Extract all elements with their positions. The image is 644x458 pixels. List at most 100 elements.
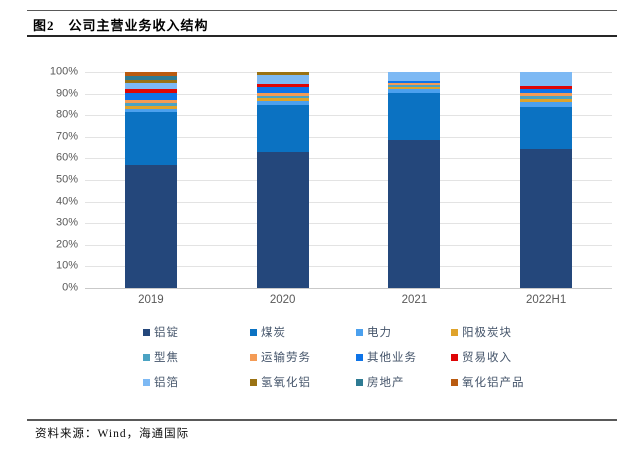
gridline [85,72,612,73]
segment-阳极炭块 [520,99,573,103]
plot-area [85,72,612,289]
segment-其他业务 [520,89,573,93]
y-axis: 100% 90% 80% 70% 60% 50% 40% 30% 20% 10% 0% [0,66,78,293]
legend-label: 铝锭 [154,327,179,339]
segment-铝箔 [520,72,573,87]
legend-item-铝锭: 铝锭 [143,324,250,340]
legend-item-铝箔: 铝箔 [143,374,250,390]
segment-氧化铝产品 [124,72,177,77]
legend-label: 贸易收入 [462,352,512,364]
segment-阳极炭块 [124,105,177,109]
y-tick-label: 30% [55,216,78,229]
stacked-bar-2021 [388,72,441,288]
figure-label: 图2 [33,18,55,33]
segment-型焦 [256,95,309,98]
segment-电力 [124,108,177,112]
y-tick-label: 70% [55,130,78,143]
x-tick-label-2022H1: 2022H1 [525,294,567,306]
segment-贸易收入 [520,86,573,90]
gridline [85,223,612,225]
segment-电力 [256,101,309,106]
bar-column-2021 [349,72,481,288]
segment-运输劳务 [520,92,573,96]
legend-label: 运输劳务 [261,352,311,364]
segment-运输劳务 [388,82,441,85]
x-tick-label-2020: 2020 [269,294,296,306]
source-note: 资料来源：Wind，海通国际 [35,428,190,440]
gridline [85,266,612,268]
legend-label: 型焦 [154,352,179,364]
segment-铝箔 [124,82,177,90]
segment-铝箔 [256,75,309,84]
y-tick-label: 100% [49,65,78,78]
y-tick-label: 80% [55,108,78,121]
x-axis: 2019 2020 2021 2022H1 [85,294,612,306]
gridline [85,180,612,181]
segment-其他业务 [256,87,309,93]
x-axis-line [85,288,612,289]
segment-氢氧化铝 [124,79,177,83]
segment-型焦 [388,84,441,88]
gridline [85,93,612,95]
figure-title-text: 公司主营业务收入结构 [68,18,209,33]
legend-label: 房地产 [367,377,405,389]
top-rule [27,10,617,11]
segment-贸易收入 [124,89,177,93]
y-tick-label: 20% [55,238,78,251]
segment-阳极炭块 [388,87,441,90]
segment-铝锭 [124,164,177,288]
x-tick-label-2019: 2019 [138,294,164,306]
segment-运输劳务 [124,100,177,104]
segment-房地产 [124,76,177,80]
legend-label: 其他业务 [367,352,417,364]
segment-阳极炭块 [256,97,309,102]
y-tick-label: 10% [55,259,78,272]
segment-电力 [388,89,441,93]
legend-label: 氢氧化铝 [261,377,311,389]
stacked-bar-chart: 100% 90% 80% 70% 60% 50% 40% 30% 20% 10% 0% [0,66,644,293]
segment-铝锭 [520,148,573,288]
bar-column-2022H1 [480,72,612,288]
gridline [85,201,612,203]
segment-电力 [520,102,573,107]
legend-item-煤炭: 煤炭 [250,324,356,340]
segment-煤炭 [520,106,573,149]
legend-swatch-icon [143,378,150,386]
footer-rule [27,419,617,421]
segment-铝锭 [256,151,309,288]
y-tick-label: 60% [55,151,78,164]
segment-型焦 [520,95,573,100]
segment-铝箔 [388,72,441,81]
legend-item-运输劳务: 运输劳务 [250,349,356,365]
legend-swatch-icon [356,328,363,336]
stacked-bar-2022H1 [520,72,573,288]
legend-swatch-icon [250,328,257,336]
legend-item-房地产: 房地产 [356,374,451,390]
segment-煤炭 [388,92,441,141]
segment-型焦 [124,103,177,106]
title-rule [27,35,617,37]
legend-item-氢氧化铝: 氢氧化铝 [250,374,356,390]
legend-item-电力: 电力 [356,324,451,340]
legend-label: 铝箔 [154,377,179,389]
gridline [85,244,612,246]
legend-swatch-icon [356,353,363,361]
bar-column-2019 [85,72,217,288]
segment-铝锭 [388,140,441,288]
legend-item-其他业务: 其他业务 [356,349,451,365]
legend-swatch-icon [356,378,363,386]
legend-item-阳极炭块: 阳极炭块 [451,324,573,340]
segment-煤炭 [124,111,177,165]
y-tick-label: 0% [62,281,78,294]
legend-swatch-icon [451,328,458,336]
x-tick-label-2021: 2021 [401,294,428,306]
y-tick-label: 50% [55,173,78,186]
legend-swatch-icon [143,353,150,361]
segment-贸易收入 [256,83,309,88]
legend-label: 电力 [367,327,392,339]
segment-煤炭 [256,105,309,152]
legend-swatch-icon [250,353,257,361]
legend-label: 煤炭 [261,327,286,339]
legend-swatch-icon [451,353,458,361]
